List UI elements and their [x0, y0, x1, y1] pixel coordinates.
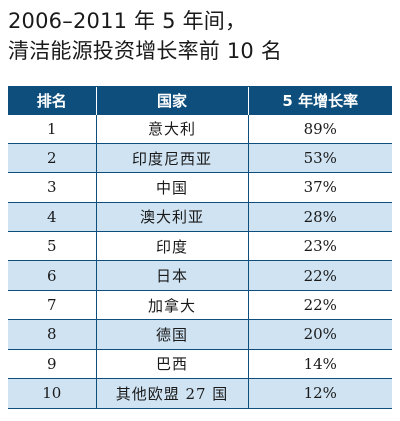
- country-cell: 巴西: [95, 348, 248, 379]
- country-cell: 意大利: [95, 113, 248, 144]
- rank-cell: 1: [8, 113, 96, 144]
- growth-cell: 12%: [247, 378, 392, 408]
- growth-cell: 20%: [247, 319, 392, 350]
- page-title: 2006–2011 年 5 年间， 清洁能源投资增长率前 10 名: [8, 6, 392, 66]
- growth-cell: 89%: [247, 113, 392, 144]
- rank-cell: 9: [8, 348, 96, 379]
- rank-cell: 10: [8, 378, 96, 408]
- table-row: 6 日本 22%: [8, 260, 392, 291]
- growth-cell: 28%: [247, 201, 392, 232]
- growth-cell: 23%: [247, 231, 392, 261]
- rank-cell: 7: [8, 289, 96, 320]
- rank-cell: 2: [8, 142, 96, 173]
- country-cell: 日本: [95, 260, 248, 291]
- rank-cell: 5: [8, 231, 96, 261]
- country-cell: 澳大利亚: [95, 201, 248, 232]
- table-row: 1 意大利 89%: [8, 113, 392, 144]
- growth-cell: 37%: [247, 172, 392, 203]
- table-row: 3 中国 37%: [8, 172, 392, 203]
- table-row: 5 印度 23%: [8, 231, 392, 261]
- rank-cell: 3: [8, 172, 96, 203]
- rank-cell: 8: [8, 319, 96, 350]
- country-cell: 印度尼西亚: [95, 142, 248, 173]
- country-cell: 加拿大: [95, 289, 248, 320]
- ranking-table: 排名 国家 5 年增长率 1 意大利 89% 2 印度尼西亚 53% 3 中国 …: [8, 87, 392, 408]
- growth-cell: 22%: [247, 260, 392, 291]
- country-cell: 中国: [95, 172, 248, 203]
- growth-cell: 14%: [247, 348, 392, 379]
- header-country: 国家: [95, 87, 248, 114]
- title-line-1: 2006–2011 年 5 年间，: [8, 9, 247, 33]
- country-cell: 其他欧盟 27 国: [95, 378, 248, 408]
- rank-cell: 4: [8, 201, 96, 232]
- country-cell: 印度: [95, 231, 248, 261]
- table-header-row: 排名 国家 5 年增长率: [8, 87, 392, 114]
- header-growth: 5 年增长率: [247, 87, 392, 114]
- growth-cell: 53%: [247, 142, 392, 173]
- title-line-2: 清洁能源投资增长率前 10 名: [8, 39, 283, 63]
- growth-cell: 22%: [247, 289, 392, 320]
- table-row: 9 巴西 14%: [8, 348, 392, 379]
- table-row: 7 加拿大 22%: [8, 289, 392, 320]
- table-row: 4 澳大利亚 28%: [8, 201, 392, 232]
- header-rank: 排名: [8, 87, 96, 114]
- rank-cell: 6: [8, 260, 96, 291]
- country-cell: 德国: [95, 319, 248, 350]
- table-row: 8 德国 20%: [8, 319, 392, 350]
- table-row: 2 印度尼西亚 53%: [8, 142, 392, 173]
- table-row: 10 其他欧盟 27 国 12%: [8, 378, 392, 408]
- ranking-table-container: 排名 国家 5 年增长率 1 意大利 89% 2 印度尼西亚 53% 3 中国 …: [8, 86, 392, 409]
